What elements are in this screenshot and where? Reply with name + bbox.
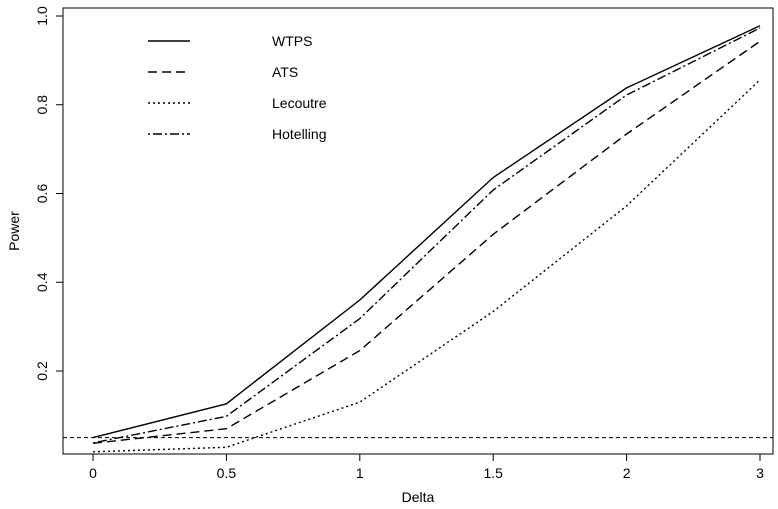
legend-label-wtps: WTPS [272,33,312,49]
y-axis-label: Power [6,211,22,251]
x-tick-label: 1.5 [483,465,503,481]
x-axis: 0 0.5 1 1.5 2 3 [89,454,764,481]
series-line-wtps [93,26,760,438]
series-layer [93,26,760,452]
y-tick-label: 0.4 [34,272,50,292]
legend: WTPS ATS Lecoutre Hotelling [148,33,327,142]
y-tick-label: 0.8 [34,95,50,115]
legend-label-ats: ATS [272,64,298,80]
y-tick-label: 1.0 [34,6,50,26]
x-tick-label: 0.5 [217,465,237,481]
legend-label-hotelling: Hotelling [272,126,326,142]
series-line-lecoutre [93,80,760,452]
plot-frame [63,8,773,454]
series-line-ats [93,41,760,443]
y-tick-label: 0.2 [34,361,50,381]
x-axis-label: Delta [402,489,435,505]
x-tick-label: 2 [623,465,631,481]
legend-label-lecoutre: Lecoutre [272,95,327,111]
series-line-hotelling [93,28,760,443]
y-axis: 0.2 0.4 0.6 0.8 1.0 [34,6,63,381]
x-tick-label: 1 [356,465,364,481]
y-tick-label: 0.6 [34,184,50,204]
x-tick-label: 0 [89,465,97,481]
x-tick-label: 3 [756,465,764,481]
